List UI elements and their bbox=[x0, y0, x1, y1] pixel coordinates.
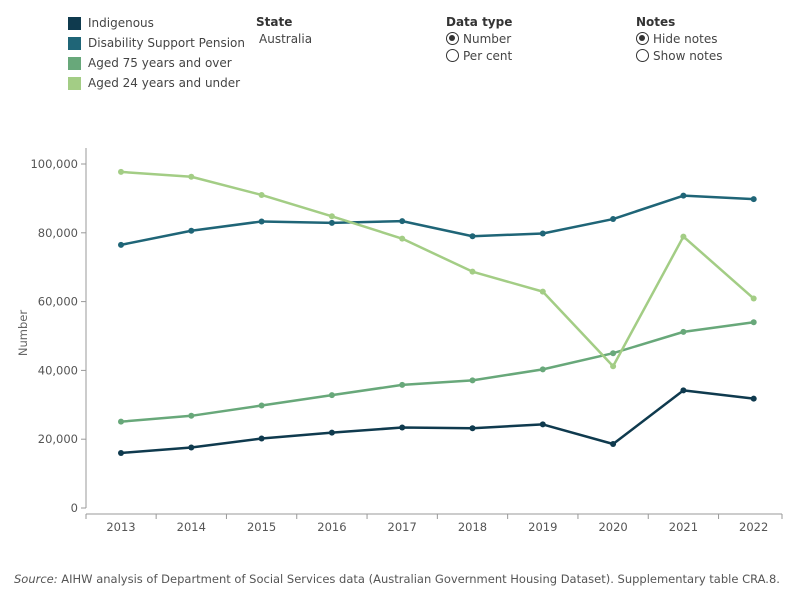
radio-selected-icon[interactable] bbox=[636, 32, 649, 45]
radio-label: Number bbox=[463, 31, 512, 46]
data-point-indigenous bbox=[328, 429, 335, 436]
legend-label: Indigenous bbox=[88, 16, 154, 30]
data-type-option-number[interactable]: Number bbox=[446, 30, 512, 47]
data-point-aged-75-years-and-over bbox=[118, 418, 124, 425]
data-point-aged-24-years-and-under bbox=[328, 213, 335, 220]
x-tick-label: 2021 bbox=[669, 520, 698, 534]
state-filter-title: State bbox=[256, 15, 293, 29]
data-point-disability-support-pension bbox=[258, 218, 265, 225]
y-tick-label: 80,000 bbox=[38, 226, 78, 240]
data-point-indigenous bbox=[469, 425, 476, 432]
data-point-indigenous bbox=[680, 387, 687, 394]
notes-filter: Notes Hide notes Show notes bbox=[636, 14, 722, 64]
data-point-aged-75-years-and-over bbox=[680, 328, 687, 335]
data-type-filter-title: Data type bbox=[446, 15, 513, 29]
legend-label: Aged 75 years and over bbox=[88, 56, 232, 70]
series-line-aged-24-years-and-under bbox=[120, 170, 755, 368]
data-point-indigenous bbox=[539, 421, 546, 428]
data-point-indigenous bbox=[188, 444, 195, 451]
data-point-disability-support-pension bbox=[328, 219, 335, 226]
radio-label: Per cent bbox=[463, 48, 513, 63]
notes-filter-title: Notes bbox=[636, 15, 676, 29]
data-point-aged-75-years-and-over bbox=[750, 319, 757, 326]
x-tick-label: 2019 bbox=[528, 520, 557, 534]
data-point-indigenous bbox=[118, 449, 124, 456]
notes-option-show[interactable]: Show notes bbox=[636, 47, 722, 64]
data-point-aged-24-years-and-under bbox=[680, 233, 687, 240]
legend-label: Disability Support Pension bbox=[88, 36, 246, 50]
legend-item-disability-support-pension[interactable]: Disability Support Pension bbox=[68, 33, 245, 53]
legend-swatch bbox=[68, 16, 81, 30]
state-filter: State Australia bbox=[256, 14, 312, 46]
source-text: AIHW analysis of Department of Social Se… bbox=[57, 572, 780, 586]
data-point-indigenous bbox=[258, 435, 265, 442]
y-tick-label: 20,000 bbox=[38, 432, 78, 446]
data-point-indigenous bbox=[610, 441, 617, 448]
data-point-aged-24-years-and-under bbox=[118, 168, 124, 175]
x-tick-label: 2020 bbox=[598, 520, 627, 534]
source-label: Source: bbox=[14, 572, 58, 586]
legend-swatch bbox=[68, 36, 81, 50]
radio-unselected-icon[interactable] bbox=[446, 49, 459, 62]
data-point-disability-support-pension bbox=[750, 196, 757, 203]
data-point-disability-support-pension bbox=[539, 230, 546, 237]
legend-item-aged-24-and-under[interactable]: Aged 24 years and under bbox=[68, 73, 245, 93]
line-chart: 0 20,000 40,000 60,000 80,000 100,000 2013 2014… bbox=[16, 148, 783, 534]
data-point-disability-support-pension bbox=[118, 241, 124, 248]
data-point-aged-24-years-and-under bbox=[539, 288, 546, 295]
x-tick-label: 2015 bbox=[247, 520, 276, 534]
data-point-aged-75-years-and-over bbox=[469, 377, 476, 384]
y-axis-label: Number bbox=[16, 310, 30, 356]
legend-swatch bbox=[68, 56, 81, 70]
data-point-indigenous bbox=[750, 395, 757, 402]
radio-label: Hide notes bbox=[653, 31, 718, 46]
data-type-filter: Data type Number Per cent bbox=[446, 14, 512, 64]
series-line-disability-support-pension bbox=[120, 194, 754, 247]
data-point-aged-75-years-and-over bbox=[399, 381, 406, 388]
series-line-aged-75-years-and-over bbox=[120, 321, 754, 423]
data-point-disability-support-pension bbox=[399, 218, 406, 225]
data-type-option-per-cent[interactable]: Per cent bbox=[446, 47, 512, 64]
data-point-aged-75-years-and-over bbox=[188, 412, 195, 419]
legend-label: Aged 24 years and under bbox=[88, 76, 241, 90]
radio-selected-icon[interactable] bbox=[446, 32, 459, 45]
y-tick-label: 0 bbox=[71, 501, 78, 515]
y-tick-label: 40,000 bbox=[38, 363, 78, 377]
legend-swatch bbox=[68, 76, 81, 90]
data-point-disability-support-pension bbox=[469, 233, 476, 240]
x-tick-label: 2013 bbox=[106, 520, 135, 534]
radio-unselected-icon[interactable] bbox=[636, 49, 649, 62]
legend-item-indigenous[interactable]: Indigenous bbox=[68, 13, 245, 33]
data-point-aged-24-years-and-under bbox=[399, 235, 406, 242]
x-tick-label: 2014 bbox=[177, 520, 206, 534]
legend-item-aged-75-and-over[interactable]: Aged 75 years and over bbox=[68, 53, 245, 73]
data-point-indigenous bbox=[399, 424, 406, 431]
x-tick-label: 2017 bbox=[388, 520, 417, 534]
data-point-aged-24-years-and-under bbox=[469, 268, 476, 275]
x-tick-label: 2018 bbox=[458, 520, 487, 534]
series-line-indigenous bbox=[120, 389, 754, 455]
state-filter-value[interactable]: Australia bbox=[259, 32, 313, 46]
data-point-disability-support-pension bbox=[188, 227, 195, 234]
data-point-aged-24-years-and-under bbox=[188, 173, 195, 180]
x-tick-label: 2016 bbox=[317, 520, 346, 534]
radio-label: Show notes bbox=[653, 48, 723, 63]
notes-option-hide[interactable]: Hide notes bbox=[636, 30, 722, 47]
data-point-aged-75-years-and-over bbox=[539, 366, 546, 373]
data-point-aged-75-years-and-over bbox=[328, 392, 335, 399]
y-tick-label: 100,000 bbox=[30, 157, 78, 171]
data-point-aged-24-years-and-under bbox=[750, 295, 757, 302]
legend: Indigenous Disability Support Pension Ag… bbox=[68, 13, 245, 93]
data-point-disability-support-pension bbox=[610, 216, 617, 223]
data-point-aged-24-years-and-under bbox=[258, 191, 265, 198]
x-tick-label: 2022 bbox=[739, 520, 768, 534]
source-note: Source: AIHW analysis of Department of S… bbox=[14, 572, 780, 586]
data-point-aged-75-years-and-over bbox=[610, 350, 617, 357]
data-point-disability-support-pension bbox=[680, 192, 687, 199]
data-point-aged-75-years-and-over bbox=[258, 402, 265, 409]
y-tick-label: 60,000 bbox=[38, 295, 78, 309]
data-point-aged-24-years-and-under bbox=[610, 363, 617, 370]
